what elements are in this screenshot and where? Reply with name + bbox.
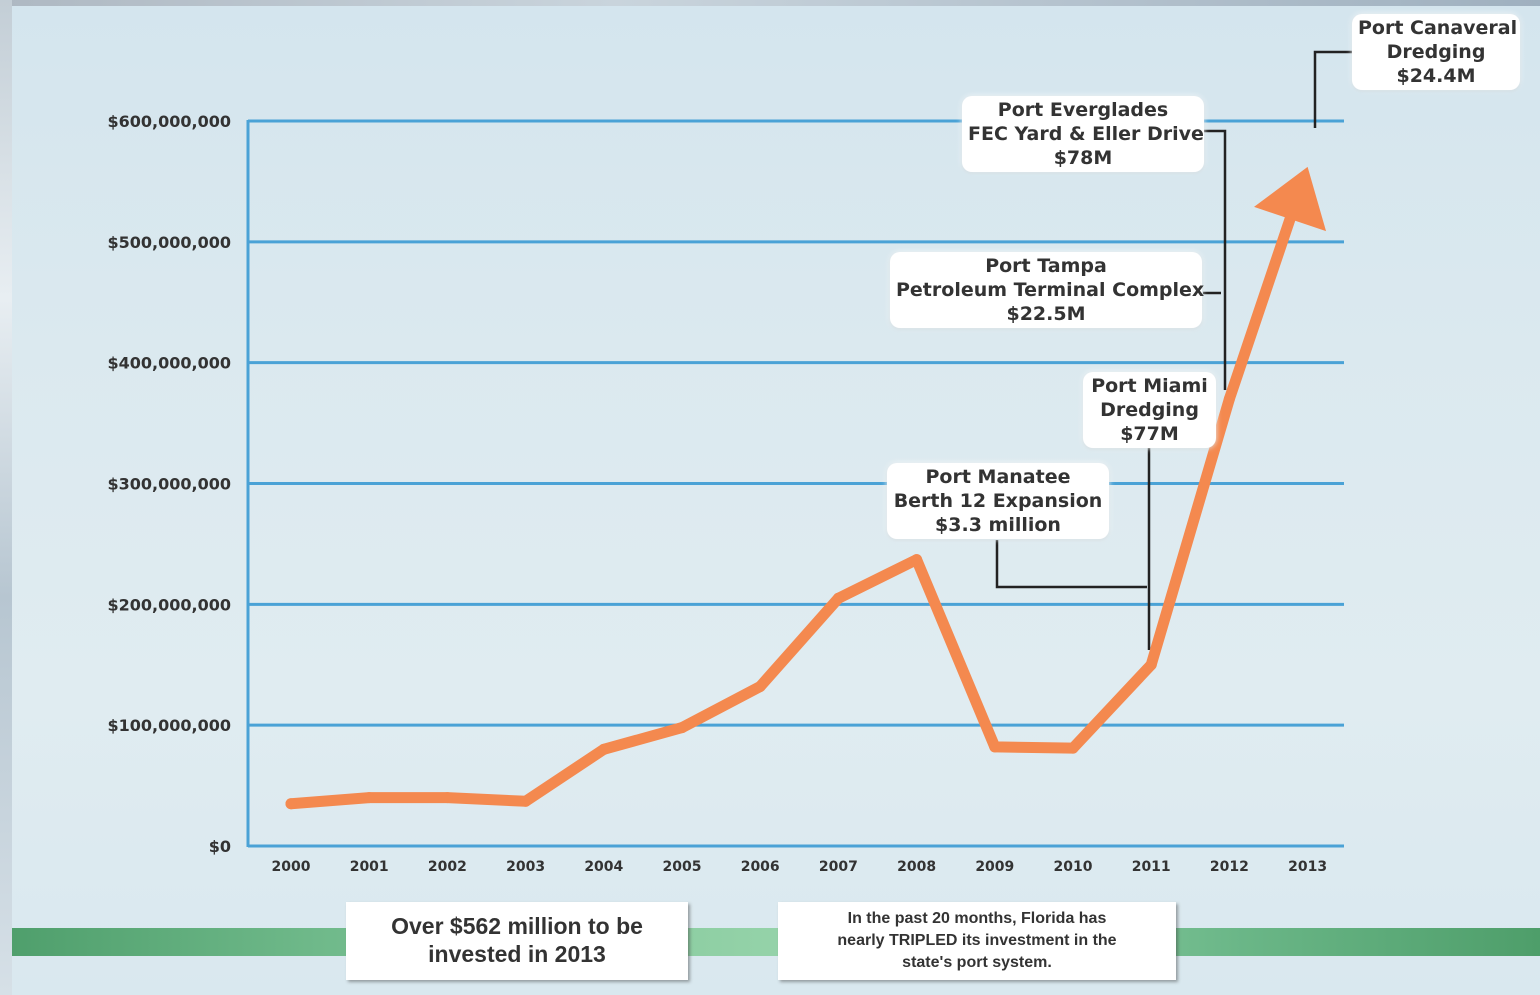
- data-point: [832, 592, 844, 604]
- callout-line: $3.3 million: [935, 514, 1061, 536]
- callout-connector: [1204, 129, 1227, 390]
- x-tick-label: 2008: [897, 859, 936, 875]
- footer-summary-line: Over $562 million to be: [391, 913, 643, 939]
- callout-connector: [1313, 50, 1356, 128]
- series-line: [285, 213, 1296, 810]
- callout-line: Port Everglades: [997, 99, 1169, 121]
- green-footer-band: [12, 928, 1540, 956]
- x-tick-label: 2004: [584, 859, 623, 875]
- data-point: [1067, 742, 1079, 754]
- callout-line: Port Miami: [1091, 375, 1208, 397]
- data-point: [754, 681, 766, 692]
- callout-line: Dredging: [1100, 399, 1199, 421]
- data-point: [285, 798, 297, 810]
- x-tick-label: 2011: [1132, 859, 1171, 875]
- footer-summary-line: invested in 2013: [428, 941, 606, 967]
- y-axis-ticks: $0 $100,000,000 $200,000,000 $300,000,000 $4…: [108, 112, 231, 856]
- callout-line: Dredging: [1386, 41, 1486, 63]
- x-tick-label: 2000: [272, 859, 311, 875]
- callout-line: $22.5M: [1006, 303, 1086, 325]
- gridlines: [246, 119, 1344, 848]
- callout-port-everglades: Port Everglades FEC Yard & Eller Drive $…: [962, 96, 1204, 172]
- x-tick-label: 2001: [350, 859, 389, 875]
- callout-line: $77M: [1120, 423, 1179, 445]
- x-tick-label: 2002: [428, 859, 467, 875]
- data-point: [989, 741, 1001, 753]
- callout-line: Port Canaveral: [1358, 17, 1518, 39]
- x-tick-label: 2003: [506, 859, 545, 875]
- data-point: [676, 722, 688, 734]
- data-point: [1223, 393, 1235, 405]
- footer-note-line: nearly TRIPLED its investment in the: [837, 932, 1117, 949]
- frame-left-edge: [0, 0, 12, 995]
- x-tick-label: 2005: [663, 859, 702, 875]
- callout-line: Petroleum Terminal Complex: [896, 279, 1205, 301]
- callout-line: Port Tampa: [985, 255, 1107, 277]
- data-point: [441, 792, 453, 804]
- callout-connector: [995, 540, 1147, 589]
- callout-port-tampa: Port Tampa Petroleum Terminal Complex $2…: [890, 252, 1205, 328]
- y-tick-label: $400,000,000: [108, 354, 231, 373]
- arrow-head: [1254, 166, 1327, 232]
- callout-line: Port Manatee: [925, 466, 1071, 488]
- footer-note-line: state's port system.: [902, 954, 1052, 971]
- y-tick-label: $0: [209, 837, 231, 856]
- footer-note-box: In the past 20 months, Florida has nearl…: [778, 902, 1176, 980]
- data-point: [598, 743, 610, 755]
- x-tick-label: 2013: [1288, 859, 1327, 875]
- data-point: [520, 795, 532, 807]
- callout-port-canaveral: Port Canaveral Dredging $24.4M: [1352, 14, 1520, 90]
- callout-line: $24.4M: [1396, 65, 1476, 87]
- y-tick-label: $600,000,000: [108, 112, 231, 131]
- y-tick-label: $100,000,000: [108, 716, 231, 735]
- x-tick-label: 2009: [975, 859, 1014, 875]
- callout-connectors: [995, 50, 1356, 650]
- y-tick-label: $300,000,000: [108, 475, 231, 494]
- x-tick-label: 2006: [741, 859, 780, 875]
- footer-note-line: In the past 20 months, Florida has: [847, 910, 1107, 927]
- data-point: [911, 554, 923, 566]
- investment-series: [285, 166, 1327, 810]
- x-axis-ticks: 2000 2001 2002 2003 2004 2005 2006 2007 2008 2009…: [272, 859, 1328, 875]
- footer-summary-box: Over $562 million to be invested in 2013: [346, 902, 688, 980]
- x-tick-label: 2010: [1054, 859, 1093, 875]
- x-tick-label: 2012: [1210, 859, 1249, 875]
- y-tick-label: $500,000,000: [108, 233, 231, 252]
- frame-top-edge: [0, 0, 1540, 6]
- callout-port-manatee: Port Manatee Berth 12 Expansion $3.3 mil…: [887, 463, 1109, 539]
- data-point: [1145, 659, 1157, 671]
- y-tick-label: $200,000,000: [108, 595, 231, 614]
- callout-line: Berth 12 Expansion: [893, 490, 1103, 512]
- x-tick-label: 2007: [819, 859, 858, 875]
- data-point: [363, 792, 375, 804]
- callout-port-miami: Port Miami Dredging $77M: [1083, 372, 1216, 448]
- callout-line: FEC Yard & Eller Drive: [968, 123, 1204, 145]
- callout-line: $78M: [1053, 147, 1113, 169]
